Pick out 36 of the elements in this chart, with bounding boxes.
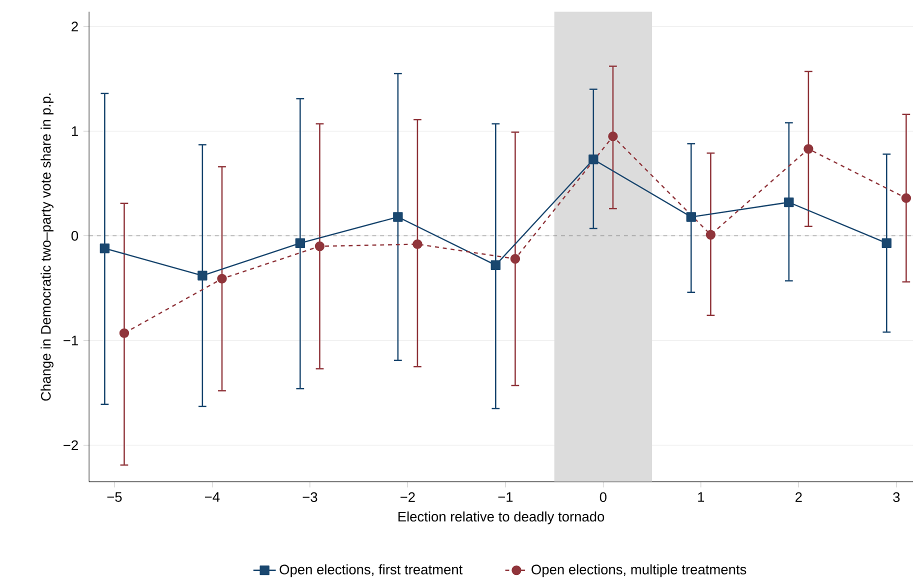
point [490,260,501,270]
y-tick-label: 0 [71,230,78,241]
point [198,270,208,280]
legend-label: Open elections, multiple treatments [532,564,746,578]
x-tick-label: −3 [302,492,318,502]
y-tick-label: 2 [72,22,78,32]
point [901,193,912,203]
point [510,254,520,264]
x-axis-title: Election relative to deadly tornado [398,511,604,524]
point [295,238,306,248]
x-tick-label: −2 [400,492,415,502]
point [784,197,794,208]
x-tick-label: −5 [107,492,122,502]
point [217,274,227,284]
x-tick-label: 3 [893,492,900,502]
point [119,328,130,338]
point [412,239,422,250]
y-tick-label: 1 [72,126,78,136]
y-tick-label: −1 [64,336,78,346]
x-tick-label: −4 [205,492,220,502]
point [882,238,892,248]
point [706,230,716,240]
point [608,132,618,142]
legend-label: Open elections, first treatment [280,564,463,578]
y-tick-label: −2 [64,440,78,450]
point [314,241,325,252]
y-axis-title: Change in Democratic two–party vote share in p.p. [40,94,54,401]
x-tick-label: −1 [498,492,513,502]
point [393,212,403,222]
point [804,144,814,154]
x-tick-label: 1 [698,492,704,502]
point [100,244,110,254]
x-tick-label: 0 [600,492,606,502]
point [686,212,696,222]
x-tick-label: 2 [796,492,802,502]
point [588,154,598,164]
